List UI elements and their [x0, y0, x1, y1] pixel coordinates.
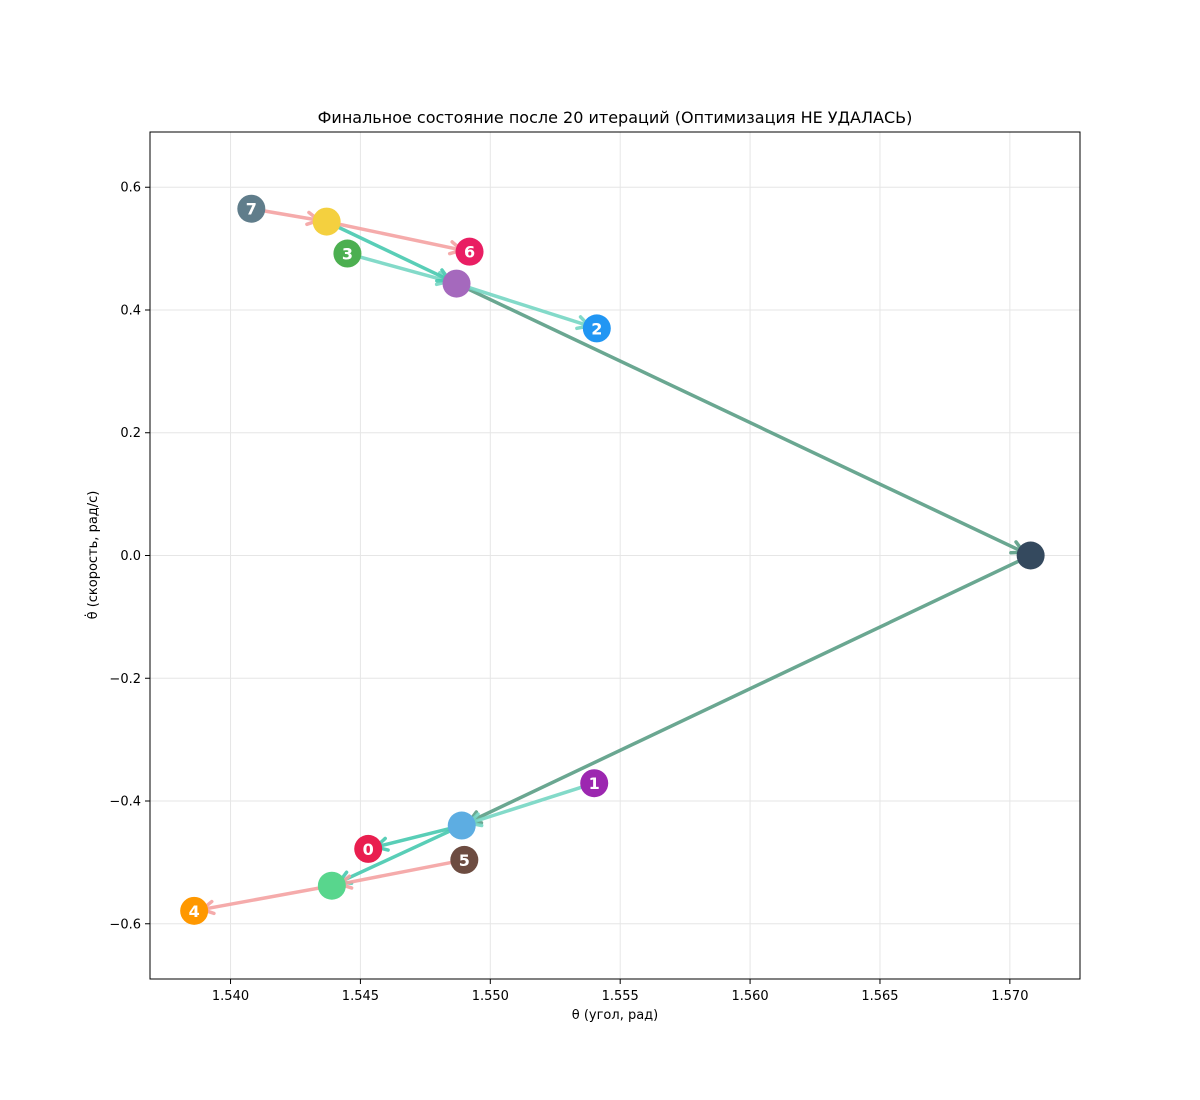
- data-point: [237, 194, 266, 223]
- point-midBot: [317, 871, 346, 900]
- point-n2: 2: [582, 314, 611, 343]
- arrow-shaft: [454, 281, 591, 328]
- y-tick-label: 0.4: [120, 303, 141, 318]
- point-label: 2: [591, 319, 602, 338]
- trajectory-arrow: [345, 251, 451, 287]
- data-point: [312, 207, 341, 236]
- arrow-shaft: [374, 823, 464, 849]
- y-tick-label: 0.2: [120, 426, 141, 441]
- x-tick-label: 1.560: [731, 989, 768, 1004]
- point-target: [1016, 541, 1045, 570]
- y-tick-label: −0.6: [109, 917, 141, 932]
- arrow-shaft: [337, 858, 467, 886]
- arrow-shaft: [324, 219, 452, 282]
- data-point: [450, 845, 479, 874]
- point-n5: 5: [450, 845, 479, 874]
- point-label: 7: [246, 200, 257, 219]
- arrow-shaft: [337, 823, 464, 885]
- x-tick-label: 1.555: [602, 989, 639, 1004]
- point-n7: 7: [237, 194, 266, 223]
- data-point: [582, 314, 611, 343]
- point-midTop: [312, 207, 341, 236]
- x-tick-label: 1.550: [472, 989, 509, 1004]
- y-axis-label: θ̇ (скорость, рад/с): [85, 491, 101, 620]
- data-point: [447, 811, 476, 840]
- point-label: 6: [464, 243, 475, 262]
- arrow-shaft: [467, 553, 1033, 824]
- point-n3: 3: [333, 239, 362, 268]
- arrow-shaft: [324, 219, 464, 252]
- nodes: 0 1 2 3 4 5 6 7: [180, 194, 1045, 925]
- grid: [150, 132, 1080, 979]
- point-label: 1: [589, 774, 600, 793]
- point-n1: 1: [580, 769, 609, 798]
- y-tick-label: 0.6: [120, 181, 141, 196]
- x-tick-label: 1.540: [212, 989, 249, 1004]
- axis-ticks: 1.540 1.545 1.550 1.555 1.560 1.565 1.570 0.6 0.…: [109, 181, 1028, 1004]
- data-point: [1016, 541, 1045, 570]
- x-tick-label: 1.545: [342, 989, 379, 1004]
- arrow-shaft: [467, 781, 596, 825]
- x-axis-label: θ (угол, рад): [572, 1008, 659, 1023]
- trajectory-arrow: [467, 781, 596, 828]
- y-tick-label: −0.2: [109, 672, 141, 687]
- data-point: [580, 769, 609, 798]
- trajectory-arrow: [200, 883, 334, 916]
- point-label: 0: [363, 840, 374, 859]
- point-n4: 4: [180, 896, 209, 925]
- point-hubTop: [442, 269, 471, 298]
- point-hubBot: [447, 811, 476, 840]
- arrows: [200, 206, 1033, 916]
- point-n6: 6: [455, 237, 484, 266]
- x-tick-label: 1.565: [861, 989, 898, 1004]
- arrow-shaft: [345, 251, 451, 284]
- y-tick-label: 0.0: [120, 549, 141, 564]
- arrow-shaft: [454, 281, 1026, 554]
- data-point: [333, 239, 362, 268]
- point-label: 4: [189, 902, 200, 921]
- arrow-shaft: [200, 883, 334, 912]
- data-point: [354, 834, 383, 863]
- data-point: [317, 871, 346, 900]
- x-tick-label: 1.570: [991, 989, 1028, 1004]
- point-label: 5: [459, 851, 470, 870]
- trajectory-arrow: [454, 281, 1026, 555]
- chart-title: Финальное состояние после 20 итераций (О…: [318, 108, 913, 127]
- y-tick-label: −0.4: [109, 795, 141, 810]
- data-point: [455, 237, 484, 266]
- trajectory-arrow: [454, 281, 591, 331]
- data-point: [180, 896, 209, 925]
- point-label: 3: [342, 245, 353, 264]
- point-n0: 0: [354, 834, 383, 863]
- data-point: [442, 269, 471, 298]
